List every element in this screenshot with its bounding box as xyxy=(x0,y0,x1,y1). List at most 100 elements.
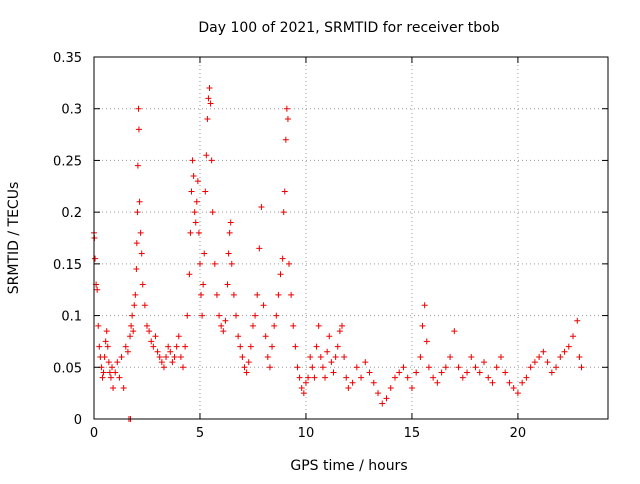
data-point xyxy=(570,333,577,340)
data-point xyxy=(213,291,220,298)
data-point xyxy=(203,152,210,159)
data-point xyxy=(133,266,140,273)
data-point xyxy=(103,328,110,335)
data-point xyxy=(136,198,143,205)
data-point xyxy=(187,229,194,236)
data-point xyxy=(408,384,415,391)
data-point xyxy=(557,353,564,360)
data-point xyxy=(112,369,119,376)
data-point xyxy=(349,379,356,386)
data-point xyxy=(110,384,117,391)
data-point xyxy=(330,369,337,376)
data-point xyxy=(243,369,250,376)
data-point xyxy=(305,374,312,381)
data-point xyxy=(447,353,454,360)
y-tick-label: 0.2 xyxy=(61,206,82,221)
data-point xyxy=(150,343,157,350)
data-point xyxy=(290,322,297,329)
data-point xyxy=(275,291,282,298)
data-point xyxy=(196,260,203,267)
data-point xyxy=(313,343,320,350)
data-point xyxy=(200,281,207,288)
data-point xyxy=(207,100,214,107)
data-point xyxy=(171,353,178,360)
data-point xyxy=(228,260,235,267)
data-point xyxy=(252,312,259,319)
data-point xyxy=(510,384,517,391)
data-point xyxy=(239,353,246,360)
data-point xyxy=(194,178,201,185)
data-point xyxy=(237,343,244,350)
y-tick-label: 0.25 xyxy=(53,154,82,169)
data-point xyxy=(192,219,199,226)
data-point xyxy=(120,384,127,391)
data-point xyxy=(286,260,293,267)
data-point xyxy=(218,322,225,329)
data-point xyxy=(173,343,180,350)
x-tick-label: 20 xyxy=(510,426,527,441)
data-point xyxy=(279,255,286,262)
data-point xyxy=(396,369,403,376)
data-point xyxy=(262,333,269,340)
data-point xyxy=(434,379,441,386)
data-point xyxy=(129,312,136,319)
data-point xyxy=(182,343,189,350)
data-point xyxy=(506,379,513,386)
data-point xyxy=(281,188,288,195)
data-point xyxy=(493,364,500,371)
data-point xyxy=(527,364,534,371)
data-point xyxy=(190,172,197,179)
data-point xyxy=(576,353,583,360)
data-point xyxy=(565,343,572,350)
data-point xyxy=(258,203,265,210)
data-point xyxy=(138,250,145,257)
data-point xyxy=(561,348,568,355)
data-point xyxy=(222,317,229,324)
data-point xyxy=(282,136,289,143)
data-point xyxy=(107,374,114,381)
y-tick-label: 0.3 xyxy=(61,103,82,118)
data-point xyxy=(148,338,155,345)
data-point xyxy=(104,343,111,350)
data-point xyxy=(548,369,555,376)
x-tick-label: 10 xyxy=(298,426,315,441)
data-point xyxy=(489,379,496,386)
data-point xyxy=(124,348,131,355)
data-point xyxy=(114,359,121,366)
data-point xyxy=(400,364,407,371)
data-point xyxy=(156,353,163,360)
data-point xyxy=(256,245,263,252)
data-point xyxy=(165,343,172,350)
data-point xyxy=(345,384,352,391)
data-point xyxy=(186,271,193,278)
data-point xyxy=(455,364,462,371)
data-point xyxy=(141,302,148,309)
data-point xyxy=(201,250,208,257)
data-point xyxy=(338,322,345,329)
data-point xyxy=(109,364,116,371)
data-point xyxy=(92,255,99,262)
data-point xyxy=(175,333,182,340)
data-point xyxy=(391,374,398,381)
data-point xyxy=(322,374,329,381)
data-point xyxy=(116,374,123,381)
data-point xyxy=(273,312,280,319)
data-point xyxy=(419,322,426,329)
data-point xyxy=(292,343,299,350)
data-point xyxy=(106,369,113,376)
data-point xyxy=(139,281,146,288)
data-point xyxy=(167,348,174,355)
data-point xyxy=(122,343,129,350)
plot-frame xyxy=(93,56,609,420)
data-point xyxy=(387,384,394,391)
data-point xyxy=(343,374,350,381)
data-point xyxy=(468,353,475,360)
data-point xyxy=(544,359,551,366)
data-point xyxy=(417,353,424,360)
data-point xyxy=(247,343,254,350)
data-point xyxy=(472,364,479,371)
data-point xyxy=(296,374,303,381)
data-point xyxy=(105,359,112,366)
